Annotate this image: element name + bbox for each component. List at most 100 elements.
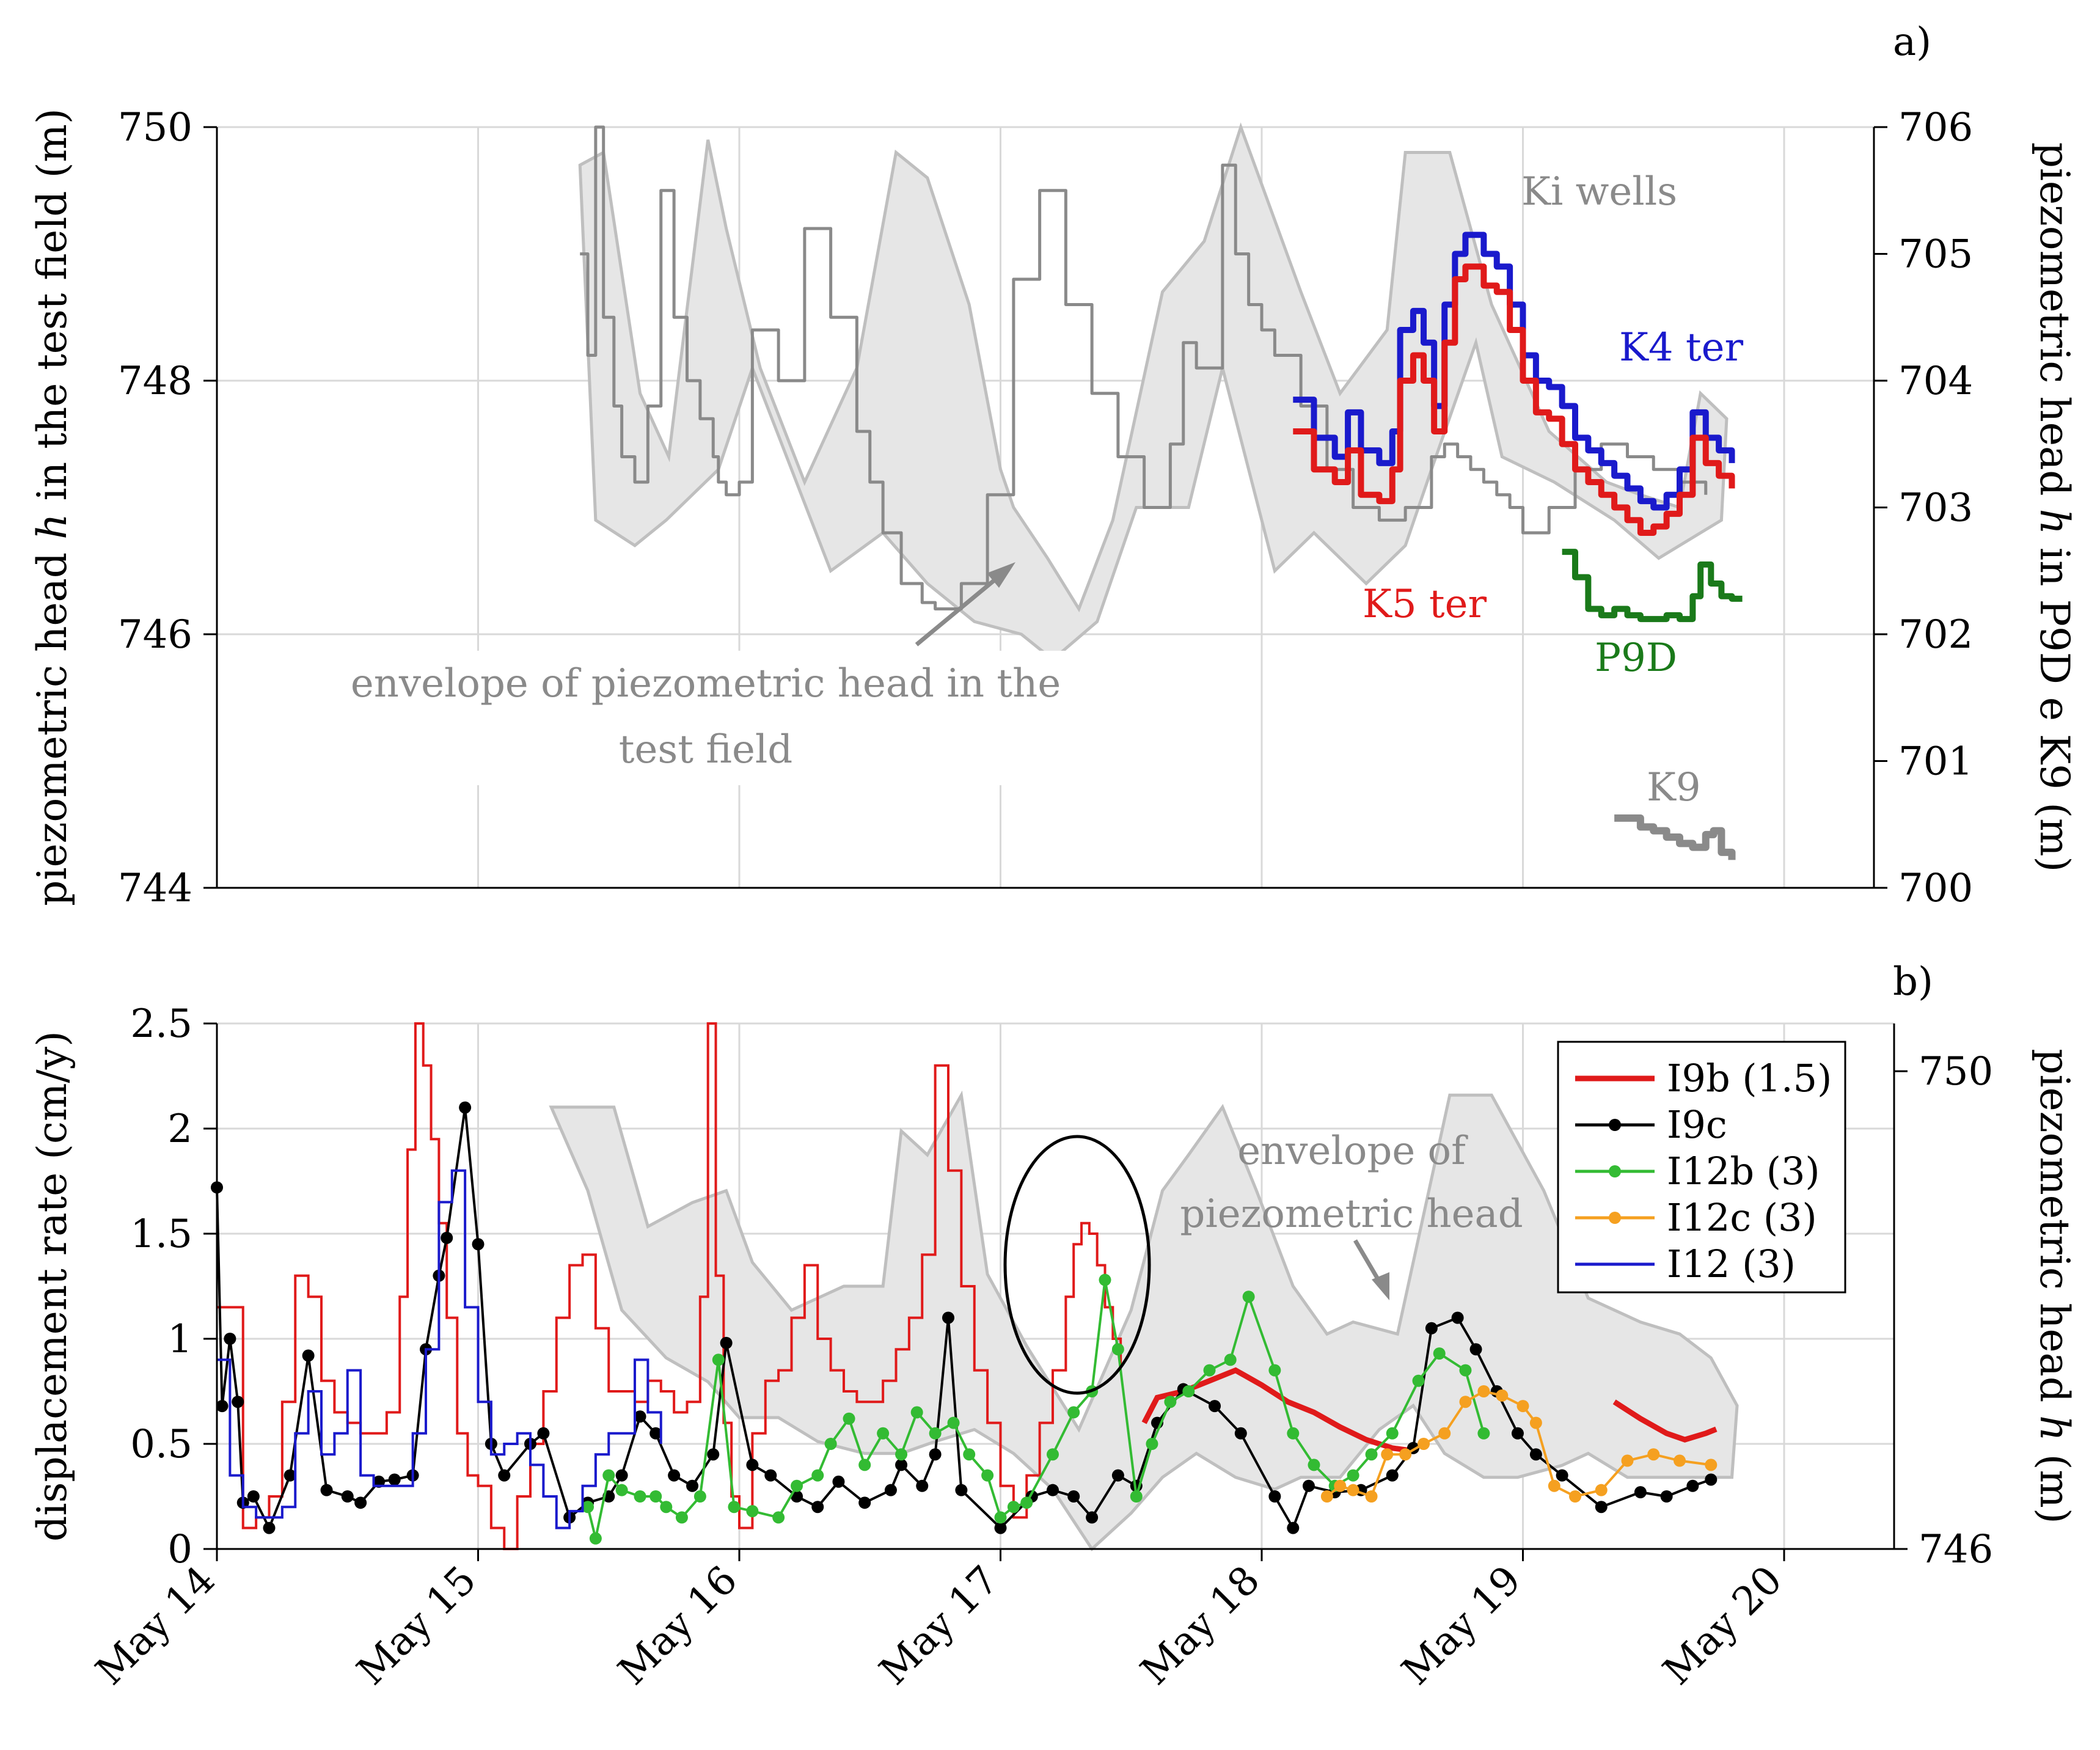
point-i12b-3 xyxy=(649,1490,662,1503)
panel-a-right-tick-label: 703 xyxy=(1898,486,1973,531)
point-i12c-3 xyxy=(1674,1454,1686,1467)
panel-a-left-axis-label: piezometric head h in the test field (m) xyxy=(29,108,76,906)
panel-b-series xyxy=(211,1022,1718,1550)
point-i9c xyxy=(1529,1448,1542,1461)
point-i12b-3 xyxy=(1242,1291,1255,1303)
x-tick-label: May 20 xyxy=(1655,1558,1791,1694)
legend-marker-i9c xyxy=(1609,1119,1621,1131)
x-tick-label: May 19 xyxy=(1394,1558,1530,1694)
legend-label-i12b-3: I12b (3) xyxy=(1667,1149,1820,1193)
point-i9c xyxy=(320,1484,333,1496)
point-i12b-3 xyxy=(791,1479,803,1492)
panel-b-left-tick-label: 0 xyxy=(167,1527,192,1572)
panel-b-left-tick-label: 1.5 xyxy=(130,1212,192,1257)
point-i12c-3 xyxy=(1334,1479,1347,1492)
panel-a-right-axis-label: piezometric head h in P9D e K9 (m) xyxy=(2031,142,2078,873)
point-i12c-3 xyxy=(1496,1389,1509,1402)
point-i12c-3 xyxy=(1418,1438,1430,1450)
point-i9c xyxy=(686,1479,699,1492)
point-i12b-3 xyxy=(602,1469,615,1482)
point-i9c xyxy=(537,1427,550,1440)
point-i9c xyxy=(1067,1490,1080,1503)
point-i12b-3 xyxy=(824,1438,837,1450)
x-tick-label: May 18 xyxy=(1132,1558,1268,1694)
point-i9c xyxy=(341,1490,354,1503)
legend-label-i9c: I9c xyxy=(1667,1102,1727,1147)
point-i9c xyxy=(1686,1479,1699,1492)
series-i9b-1-5 xyxy=(1612,1399,1718,1443)
point-i12b-3 xyxy=(947,1416,960,1429)
point-i12b-3 xyxy=(1047,1448,1059,1461)
panel-b-left-tick-label: 0.5 xyxy=(130,1422,192,1467)
point-i12b-3 xyxy=(675,1511,688,1524)
point-i9c xyxy=(707,1448,720,1461)
point-i12b-3 xyxy=(1111,1343,1124,1356)
point-i12b-3 xyxy=(843,1412,855,1425)
point-i12b-3 xyxy=(1477,1427,1490,1440)
point-i12b-3 xyxy=(1020,1496,1033,1509)
x-axis-tick-labels: May 14 May 15 May 16 May 17 May 18 May 19 May … xyxy=(87,1558,1791,1694)
panel-a-right-tick-label: 701 xyxy=(1898,739,1973,785)
point-i9c xyxy=(634,1410,646,1423)
point-i12b-3 xyxy=(1007,1501,1020,1514)
panel-a-right-tick-label: 702 xyxy=(1898,612,1973,657)
panel-a-left-tick-label: 750 xyxy=(118,105,192,150)
series-ki-wells xyxy=(580,125,1708,610)
panel-b-chart: 0 0.5 1 1.5 2 2.5 746 750 b) displacement rate … xyxy=(29,959,2078,1572)
panel-a-chart: 744 746 748 750 700 701 702 703 704 705 706 a) pie… xyxy=(29,20,2078,911)
point-i12b-3 xyxy=(1459,1364,1472,1377)
point-i9c xyxy=(832,1475,845,1488)
annotation-envelope-arrow xyxy=(915,562,1015,646)
point-i12c-3 xyxy=(1705,1459,1718,1471)
point-i12b-3 xyxy=(1164,1396,1177,1408)
point-i12c-3 xyxy=(1595,1484,1608,1496)
annotation-ki-wells: Ki wells xyxy=(1521,169,1677,214)
point-i12b-3 xyxy=(746,1505,759,1518)
point-i9c xyxy=(615,1469,628,1482)
annotation-envelope-line1: envelope of piezometric head in the xyxy=(351,661,1061,706)
panel-b-left-tick-label: 1 xyxy=(167,1317,192,1362)
point-i12b-3 xyxy=(693,1490,706,1503)
point-i9c xyxy=(1047,1484,1059,1496)
legend-marker-i12c-3 xyxy=(1609,1212,1621,1224)
point-i9c xyxy=(284,1469,296,1482)
point-i12b-3 xyxy=(728,1501,741,1514)
point-i9c xyxy=(1234,1427,1247,1440)
point-i12c-3 xyxy=(1548,1479,1560,1492)
point-i9c xyxy=(720,1336,733,1349)
point-i9c xyxy=(1660,1490,1673,1503)
point-i12b-3 xyxy=(981,1469,994,1482)
point-i9c xyxy=(388,1473,401,1486)
x-tick-label: May 14 xyxy=(87,1558,224,1694)
x-tick-label: May 15 xyxy=(349,1558,485,1694)
point-i9c xyxy=(1451,1311,1464,1324)
point-i12b-3 xyxy=(1308,1459,1320,1471)
panel-a-tag: a) xyxy=(1893,20,1931,65)
highlight-ellipse xyxy=(1003,1135,1151,1395)
point-i12b-3 xyxy=(634,1490,646,1503)
point-i9c xyxy=(884,1484,897,1496)
panel-b-right-tick-label: 750 xyxy=(1919,1049,1993,1094)
point-i9c xyxy=(1705,1473,1718,1486)
point-i9c xyxy=(994,1521,1007,1534)
panel-b-left-tick-label: 2.5 xyxy=(130,1001,192,1047)
point-i9c xyxy=(459,1101,472,1114)
point-i12b-3 xyxy=(1386,1427,1399,1440)
series-k9 xyxy=(1614,814,1736,860)
annotation-envelope-b-line2: piezometric head xyxy=(1180,1192,1523,1237)
series-i12c-3 xyxy=(1326,1389,1711,1498)
point-i9c xyxy=(858,1496,871,1509)
point-i12c-3 xyxy=(1365,1490,1378,1503)
point-i12b-3 xyxy=(1203,1364,1216,1377)
point-i9c xyxy=(302,1349,315,1362)
legend-label-i9b-1-5: I9b (1.5) xyxy=(1667,1056,1832,1100)
point-i9c xyxy=(472,1238,485,1251)
point-i12b-3 xyxy=(1268,1364,1281,1377)
point-i9c xyxy=(232,1396,244,1408)
panel-a-right-tick-label: 700 xyxy=(1898,866,1973,911)
point-i12b-3 xyxy=(660,1501,673,1514)
legend-label-i12-3: I12 (3) xyxy=(1667,1242,1796,1286)
panel-b-right-axis-label: piezometric head h (m) xyxy=(2031,1049,2078,1523)
